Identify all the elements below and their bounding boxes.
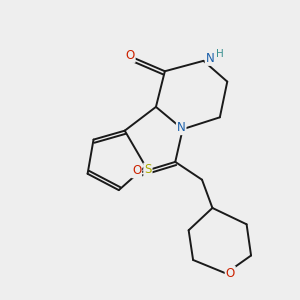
Text: S: S: [144, 164, 152, 176]
Text: N: N: [206, 52, 214, 65]
Text: H: H: [216, 49, 224, 59]
Text: O: O: [226, 267, 235, 280]
Text: O: O: [125, 49, 135, 62]
Text: O: O: [132, 164, 141, 177]
Text: N: N: [177, 121, 186, 134]
